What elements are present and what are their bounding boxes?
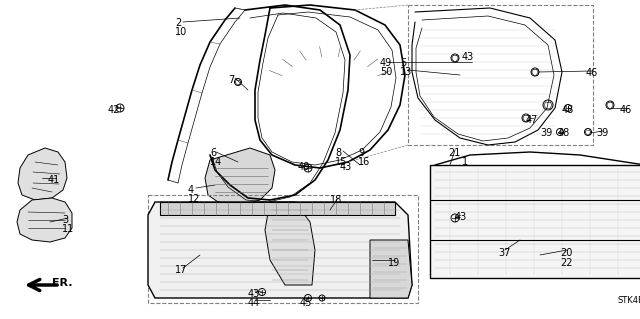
Text: 1: 1 (462, 157, 468, 167)
Text: 13: 13 (400, 67, 412, 77)
Text: 18: 18 (330, 195, 342, 205)
Text: 16: 16 (358, 157, 371, 167)
Polygon shape (148, 202, 412, 298)
Text: 10: 10 (175, 27, 188, 37)
Text: 46: 46 (620, 105, 632, 115)
Text: 20: 20 (560, 248, 572, 258)
Polygon shape (265, 202, 315, 285)
Text: 11: 11 (62, 224, 74, 234)
Text: 21: 21 (448, 148, 460, 158)
Text: 15: 15 (335, 157, 348, 167)
Polygon shape (18, 148, 67, 200)
Text: 48: 48 (562, 105, 574, 115)
Polygon shape (370, 240, 412, 298)
Text: 39: 39 (540, 128, 552, 138)
Text: 40: 40 (298, 162, 310, 172)
Text: 4: 4 (188, 185, 194, 195)
Text: 8: 8 (335, 148, 341, 158)
Bar (148, 195, 418, 303)
Text: 37: 37 (498, 248, 510, 258)
Text: 19: 19 (388, 258, 400, 268)
Text: 43: 43 (340, 162, 352, 172)
Text: STK4B4910A: STK4B4910A (618, 296, 640, 305)
Text: 44: 44 (248, 298, 260, 308)
Text: 14: 14 (210, 157, 222, 167)
Text: 42: 42 (108, 105, 120, 115)
Text: 6: 6 (210, 148, 216, 158)
Text: 50: 50 (380, 67, 392, 77)
Text: 2: 2 (175, 18, 181, 28)
Text: 48: 48 (558, 128, 570, 138)
Polygon shape (205, 148, 275, 205)
Text: 7: 7 (228, 75, 234, 85)
Text: 43: 43 (248, 289, 260, 299)
Text: 9: 9 (358, 148, 364, 158)
Polygon shape (430, 165, 640, 278)
Text: 22: 22 (560, 258, 573, 268)
Text: 12: 12 (188, 194, 200, 204)
Text: 3: 3 (62, 215, 68, 225)
Text: FR.: FR. (52, 278, 72, 288)
Text: 43: 43 (462, 52, 474, 62)
Text: 39: 39 (596, 128, 608, 138)
Text: 45: 45 (300, 298, 312, 308)
Polygon shape (17, 198, 72, 242)
Text: 46: 46 (586, 68, 598, 78)
Text: 5: 5 (400, 58, 406, 68)
Text: 17: 17 (175, 265, 188, 275)
Text: 49: 49 (380, 58, 392, 68)
Polygon shape (160, 202, 395, 215)
Bar (408, 5, 593, 145)
Text: 47: 47 (526, 115, 538, 125)
Text: 41: 41 (48, 175, 60, 185)
Text: 43: 43 (455, 212, 467, 222)
